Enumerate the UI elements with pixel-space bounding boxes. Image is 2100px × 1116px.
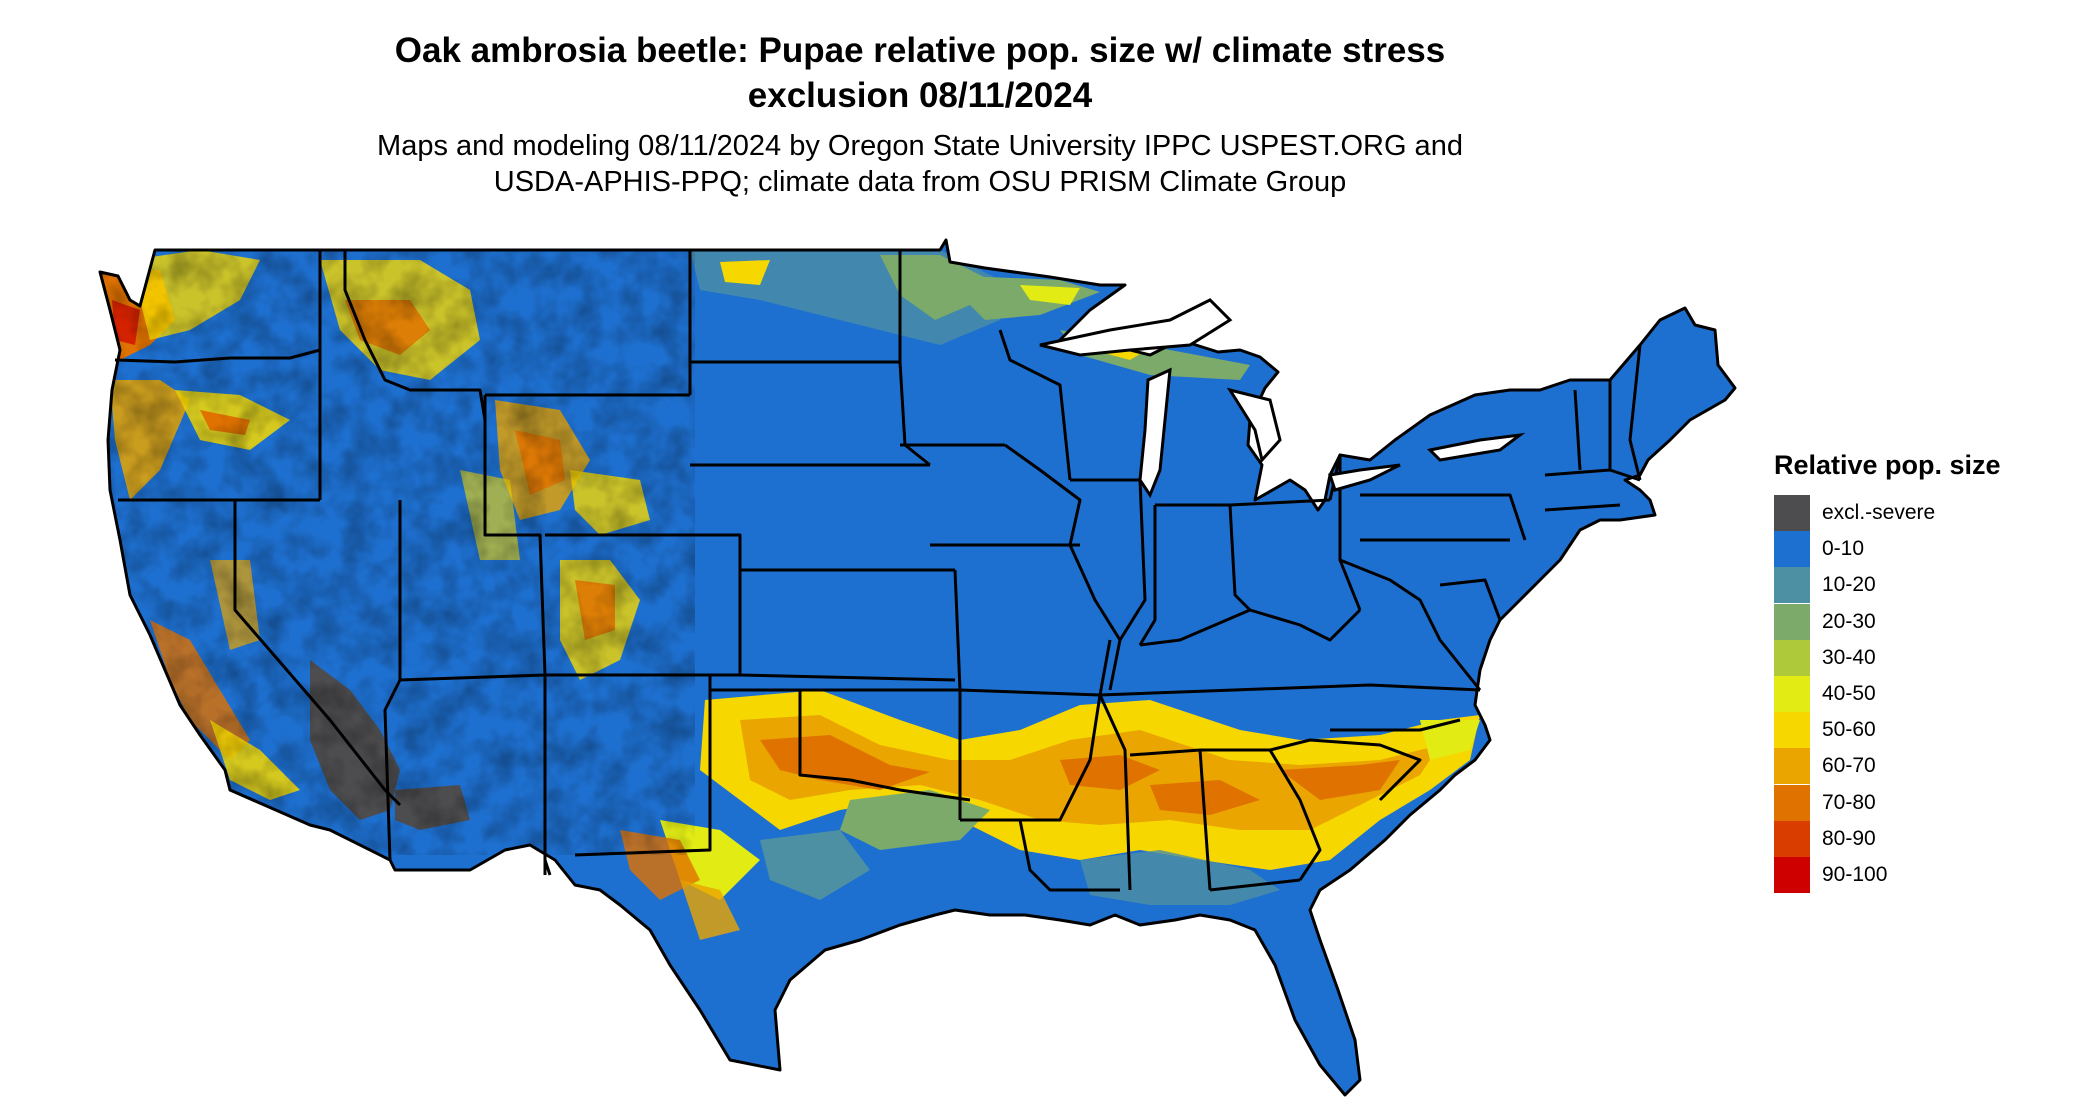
- legend-label: 60-70: [1822, 754, 1876, 778]
- legend-item: 50-60: [1774, 712, 2001, 749]
- map-subtitle: Maps and modeling 08/11/2024 by Oregon S…: [270, 128, 1570, 200]
- subtitle-line-2: USDA-APHIS-PPQ; climate data from OSU PR…: [493, 166, 1347, 198]
- legend-item: 80-90: [1774, 820, 2001, 857]
- legend-item: excl.-severe: [1774, 495, 2001, 532]
- legend-label: excl.-severe: [1822, 501, 1936, 525]
- legend: Relative pop. size excl.-severe 0-10 10-20…: [1774, 450, 2001, 893]
- legend-swatch: [1774, 531, 1810, 568]
- legend-label: 20-30: [1822, 609, 1876, 633]
- title-line-1: Oak ambrosia beetle: Pupae relative pop.…: [394, 31, 1446, 70]
- state-boundaries: [98, 238, 1737, 1097]
- title-line-2: exclusion 08/11/2024: [747, 76, 1093, 115]
- legend-item: 60-70: [1774, 748, 2001, 785]
- great-lakes: [1039, 298, 1526, 499]
- legend-swatch: [1774, 495, 1810, 532]
- us-population-map: [98, 238, 1737, 1097]
- legend-label: 70-80: [1822, 790, 1876, 814]
- legend-swatch: [1774, 784, 1810, 821]
- subtitle-line-1: Maps and modeling 08/11/2024 by Oregon S…: [377, 130, 1463, 162]
- legend-swatch: [1774, 712, 1810, 749]
- legend-swatch: [1774, 820, 1810, 857]
- legend-label: 30-40: [1822, 645, 1876, 669]
- map-title: Oak ambrosia beetle: Pupae relative pop.…: [270, 28, 1570, 118]
- legend-item: 10-20: [1774, 567, 2001, 604]
- legend-label: 10-20: [1822, 573, 1876, 597]
- legend-label: 50-60: [1822, 718, 1876, 742]
- legend-item: 30-40: [1774, 639, 2001, 676]
- legend-title: Relative pop. size: [1774, 450, 2001, 480]
- legend-label: 0-10: [1822, 537, 1865, 561]
- legend-swatch: [1774, 676, 1810, 713]
- legend-swatch: [1774, 639, 1810, 676]
- legend-label: 80-90: [1822, 826, 1876, 850]
- legend-swatch: [1774, 856, 1810, 893]
- population-raster: [100, 240, 1735, 1095]
- legend-item: 20-30: [1774, 603, 2001, 640]
- legend-item: 90-100: [1774, 856, 2001, 893]
- legend-swatch: [1774, 748, 1810, 785]
- legend-item: 40-50: [1774, 676, 2001, 713]
- legend-label: 90-100: [1822, 862, 1888, 886]
- legend-items: excl.-severe 0-10 10-20 20-30 30-40 40-50 50-6…: [1774, 495, 2001, 893]
- legend-swatch: [1774, 567, 1810, 604]
- legend-swatch: [1774, 603, 1810, 640]
- legend-label: 40-50: [1822, 682, 1876, 706]
- legend-item: 70-80: [1774, 784, 2001, 821]
- legend-item: 0-10: [1774, 531, 2001, 568]
